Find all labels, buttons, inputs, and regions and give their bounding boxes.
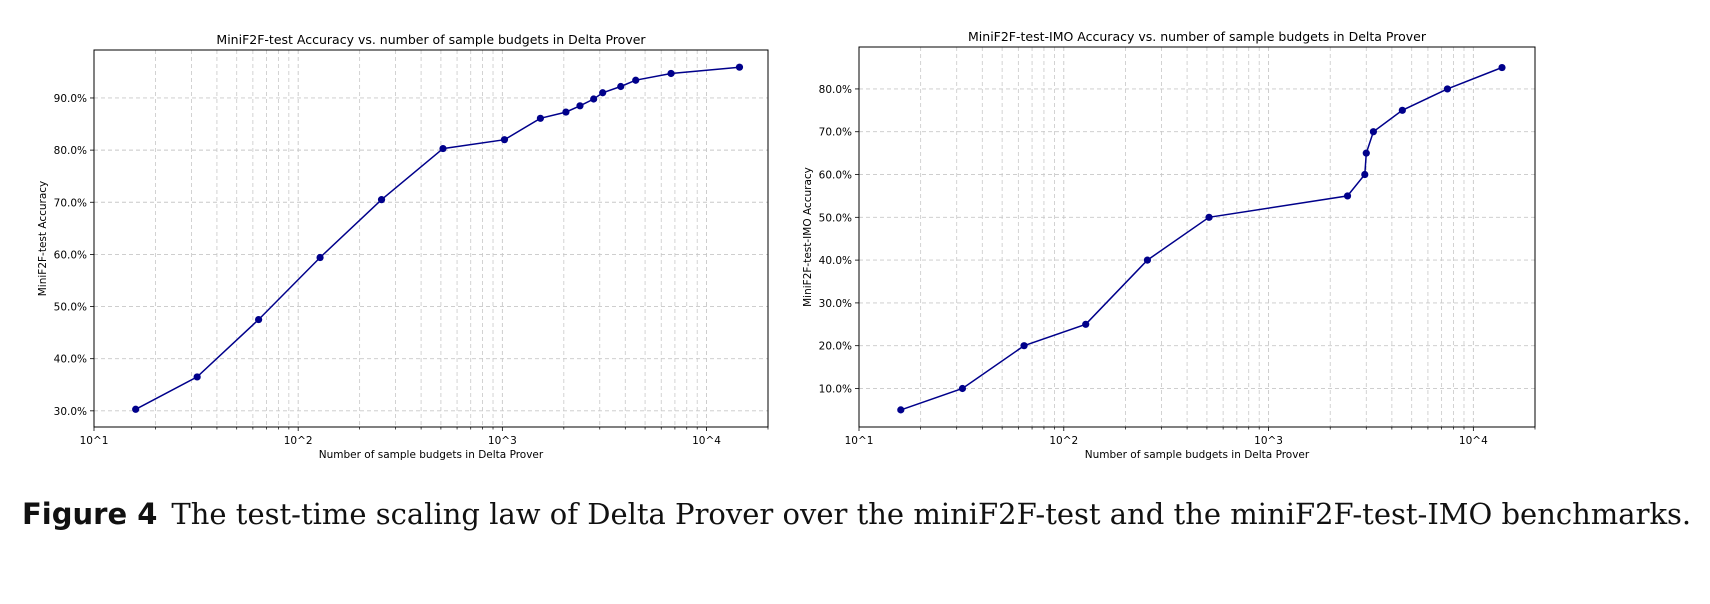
x-tick-label: 10^1: [80, 435, 109, 447]
data-point: [590, 95, 598, 103]
x-tick-label: 10^2: [284, 435, 313, 447]
y-tick-label: 80.0%: [54, 145, 87, 157]
data-point: [1343, 192, 1352, 200]
data-point: [1143, 256, 1151, 264]
y-tick-label: 70.0%: [54, 197, 87, 209]
x-tick-label: 10^3: [1254, 435, 1283, 447]
data-point: [1369, 128, 1377, 136]
y-tick-label: 30.0%: [819, 298, 852, 310]
data-point: [599, 89, 607, 97]
x-tick-label: 10^4: [1459, 435, 1488, 447]
x-axis-label: Number of sample budgets in Delta Prover: [319, 449, 544, 461]
y-axis-label: MiniF2F-test Accuracy: [37, 181, 49, 297]
data-point: [958, 384, 967, 393]
figure-caption: Figure 4 The test-time scaling law of Del…: [22, 497, 1691, 531]
y-tick-label: 80.0%: [819, 84, 852, 96]
data-point: [132, 405, 140, 413]
y-tick-label: 60.0%: [54, 249, 87, 261]
chart-title: MiniF2F-test-IMO Accuracy vs. number of …: [968, 29, 1427, 44]
x-tick-label: 10^3: [488, 435, 517, 447]
data-point: [377, 196, 386, 204]
data-point: [632, 76, 640, 84]
y-tick-label: 40.0%: [819, 255, 852, 267]
data-point: [1082, 320, 1090, 328]
y-tick-label: 10.0%: [819, 383, 852, 395]
chart-1: 10^1 10^2 10^3 10^4 30.0% 40.0% 50.0% 60.0% 70.0…: [37, 32, 769, 461]
axes-frame: [858, 46, 1536, 428]
data-point: [667, 69, 675, 78]
chart-title: MiniF2F-test Accuracy vs. number of samp…: [216, 32, 646, 47]
y-tick-label: 20.0%: [819, 341, 852, 353]
data-point: [562, 108, 570, 116]
y-tick-label: 90.0%: [54, 93, 87, 105]
x-tick-label: 10^4: [692, 435, 721, 447]
data-point: [193, 373, 201, 381]
data-point: [1443, 85, 1452, 93]
y-tick-label: 50.0%: [54, 302, 87, 314]
data-point: [1498, 63, 1506, 72]
series-line: [135, 66, 740, 410]
data-point: [1362, 149, 1370, 157]
data-point: [735, 63, 744, 71]
caption-label: Figure 4: [22, 497, 158, 531]
x-tick-label: 10^2: [1049, 435, 1078, 447]
y-tick-label: 50.0%: [819, 212, 852, 224]
y-tick-label: 30.0%: [54, 406, 87, 418]
x-axis-label: Number of sample budgets in Delta Prover: [1085, 449, 1310, 461]
data-point: [500, 136, 509, 144]
data-point: [536, 114, 545, 122]
y-tick-label: 60.0%: [819, 170, 852, 182]
y-tick-label: 40.0%: [54, 354, 87, 366]
data-point: [1020, 342, 1028, 350]
y-axis-label: MiniF2F-test-IMO Accuracy: [802, 167, 814, 307]
chart-2: 10^1 10^2 10^3 10^4 10.0% 20.0% 30.0% 40.0% 50.0…: [802, 29, 1536, 461]
data-point: [1398, 106, 1406, 114]
data-point: [255, 315, 263, 324]
data-point: [316, 253, 324, 262]
axes-frame: [93, 49, 769, 428]
data-point: [439, 144, 447, 153]
data-point: [1361, 170, 1369, 179]
data-point: [617, 82, 625, 91]
data-point: [1205, 213, 1213, 221]
x-tick-label: 10^1: [845, 435, 874, 447]
y-tick-label: 70.0%: [819, 127, 852, 139]
data-point: [576, 102, 584, 110]
caption-text: The test-time scaling law of Delta Prove…: [171, 497, 1692, 531]
data-point: [897, 406, 905, 414]
